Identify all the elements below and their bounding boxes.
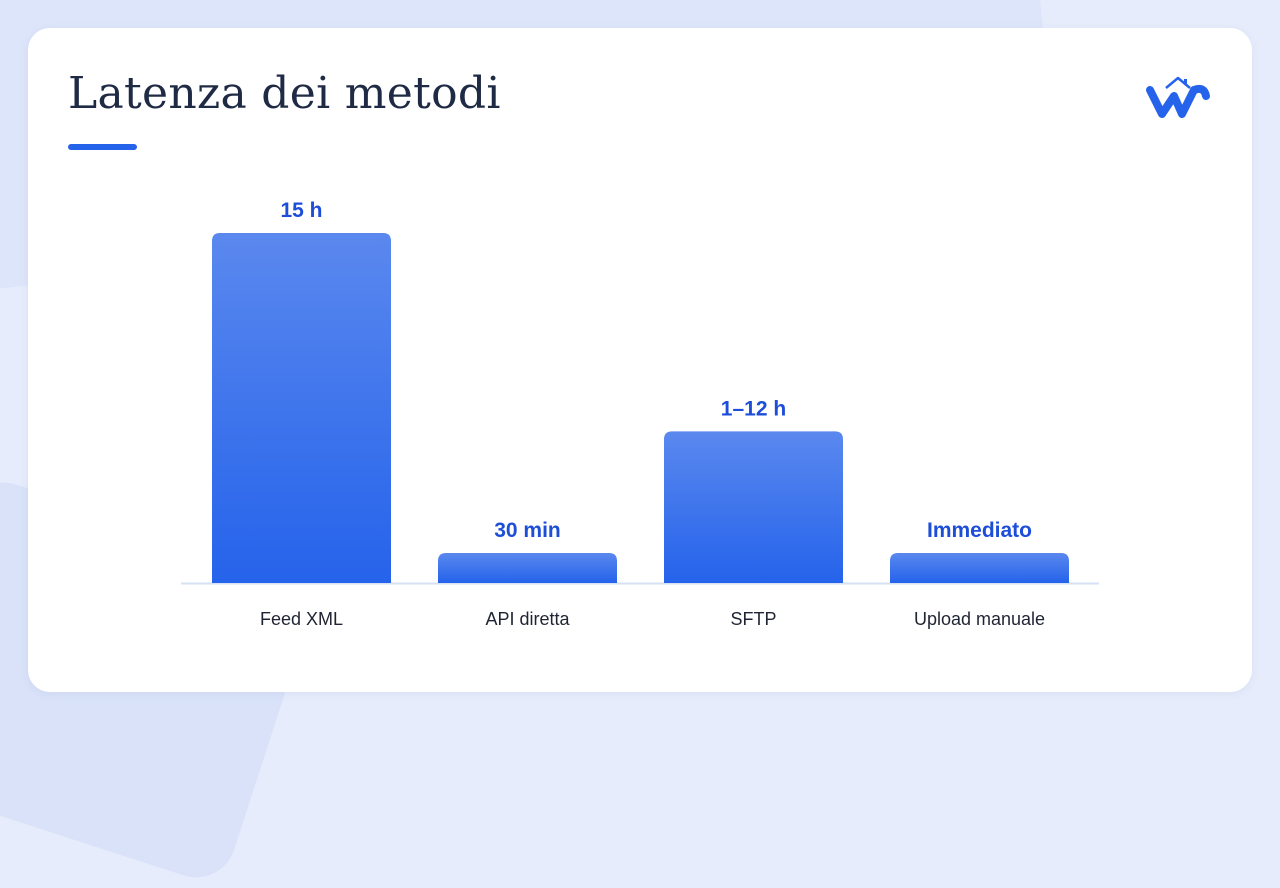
category-label: API diretta	[485, 609, 570, 629]
category-label: SFTP	[730, 609, 776, 629]
bar-value-label: 30 min	[494, 519, 561, 542]
bar	[212, 233, 391, 583]
bar	[664, 431, 843, 583]
bar-group: 15 h Feed XML 30 min API diretta 1–12 h SFTP I…	[212, 199, 1069, 629]
bar-value-label: 1–12 h	[721, 397, 786, 420]
category-label: Feed XML	[260, 609, 343, 629]
category-label: Upload manuale	[914, 609, 1045, 629]
bar-value-label: Immediato	[927, 519, 1032, 542]
title-underline	[68, 144, 137, 150]
slide-card: Latenza dei metodi 15 h Feed XML 30 min API…	[28, 28, 1252, 692]
page-title: Latenza dei metodi	[68, 68, 501, 119]
bar-value-label: 15 h	[280, 199, 322, 222]
bar	[890, 553, 1069, 583]
bar-chart: 15 h Feed XML 30 min API diretta 1–12 h SFTP I…	[181, 199, 1099, 629]
bar	[438, 553, 617, 583]
w-house-logo-icon	[1146, 76, 1210, 118]
